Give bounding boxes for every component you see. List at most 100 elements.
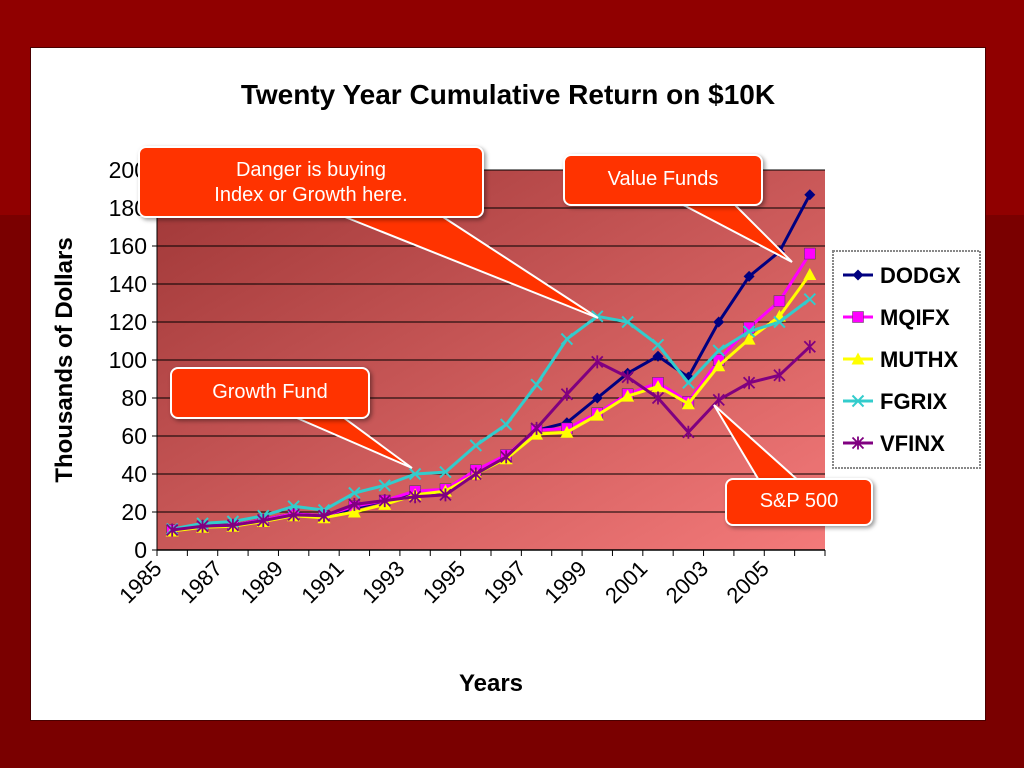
point-mqifx [804, 247, 816, 260]
legend-marker-fgrix [851, 394, 865, 408]
series-fgrix [165, 292, 817, 536]
point-dodgx [652, 350, 664, 362]
y-tick-label: 20 [121, 499, 147, 525]
legend-marker-vfinx [851, 436, 865, 450]
point-vfinx [226, 518, 240, 532]
point-dodgx [743, 270, 755, 282]
point-vfinx [742, 376, 756, 390]
callout-danger-line1: Danger is buying [235, 159, 387, 181]
callout-growth-fund: Growth Fund [170, 367, 370, 419]
point-fgrix [803, 292, 817, 306]
point-vfinx [348, 497, 361, 511]
point-vfinx [712, 393, 725, 407]
y-tick-label: 0 [134, 537, 147, 563]
point-muthx [712, 359, 726, 372]
legend: DODGX MQIFX MUTHX FGRIX VFINX [832, 250, 981, 469]
point-fgrix [682, 376, 695, 390]
point-muthx [621, 389, 635, 402]
x-tick-label: 1997 [479, 556, 531, 608]
point-vfinx [469, 467, 482, 481]
point-dodgx [713, 316, 725, 328]
series-vfinx [166, 340, 816, 537]
x-tick-label: 1991 [296, 556, 348, 608]
point-fgrix [560, 332, 574, 346]
y-tick-label: 80 [121, 385, 147, 411]
legend-label-dodgx: DODGX [880, 263, 961, 288]
background-band-left [0, 215, 30, 768]
x-axis-label: Years [459, 670, 523, 697]
legend-label-fgrix: FGRIX [880, 389, 948, 414]
point-fgrix [348, 486, 361, 500]
point-dodgx [591, 392, 603, 404]
point-fgrix [469, 439, 483, 452]
point-fgrix [742, 325, 756, 338]
x-axis: 1985 1987 1989 1991 1993 1995 1997 1999 2001 2003… [114, 549, 826, 608]
y-axis-label: Thousands of Dollars [51, 237, 78, 482]
legend-label-muthx: MUTHX [880, 347, 959, 372]
x-tick-label: 1999 [539, 556, 591, 608]
legend-marker-muthx [851, 352, 865, 365]
point-vfinx [560, 387, 574, 401]
callout-value-funds-label: Value Funds [607, 168, 719, 190]
series-group [165, 189, 817, 537]
point-vfinx [378, 494, 391, 508]
legend-marker-mqifx [852, 311, 864, 323]
point-muthx [803, 268, 817, 280]
legend-label-mqifx: MQIFX [880, 305, 950, 330]
y-tick-label: 60 [121, 423, 147, 449]
x-tick-label: 1989 [236, 556, 288, 608]
callout-danger-line2: Index or Growth here. [214, 184, 408, 206]
point-muthx [560, 425, 574, 438]
series-line-vfinx [171, 345, 811, 532]
series-line-fgrix [171, 298, 811, 531]
y-tick-label: 100 [109, 347, 147, 373]
point-vfinx [166, 523, 179, 537]
point-fgrix [621, 315, 634, 329]
point-vfinx [530, 421, 543, 435]
y-tick-label: 40 [121, 461, 147, 487]
point-muthx [347, 505, 361, 518]
callout-sp500-label: S&P 500 [759, 490, 839, 512]
x-tick-label: 1993 [357, 556, 409, 608]
point-fgrix [499, 418, 513, 431]
x-tick-label: 1995 [418, 556, 470, 608]
point-vfinx [773, 368, 786, 382]
callout-growth-fund-label: Growth Fund [212, 381, 328, 403]
point-vfinx [682, 425, 695, 439]
point-fgrix [773, 315, 786, 329]
point-fgrix [530, 378, 543, 391]
point-vfinx [500, 450, 513, 464]
legend-label-vfinx: VFINX [880, 431, 945, 456]
x-tick-label: 1987 [175, 556, 227, 608]
point-vfinx [408, 490, 422, 504]
callout-danger: Danger is buying Index or Growth here. [138, 146, 484, 218]
point-fgrix [408, 467, 422, 481]
x-tick-label: 2003 [661, 556, 713, 608]
y-tick-label: 160 [109, 233, 147, 259]
y-tick-label: 140 [109, 271, 147, 297]
point-muthx [590, 408, 604, 421]
point-fgrix [591, 310, 604, 323]
point-muthx [742, 332, 756, 345]
x-tick-label: 1985 [114, 556, 166, 608]
point-vfinx [287, 508, 300, 522]
x-tick-label: 2005 [722, 556, 774, 608]
callout-pointers [289, 197, 803, 483]
point-vfinx [257, 514, 270, 528]
legend-marker-dodgx [852, 269, 864, 281]
point-muthx [681, 397, 695, 410]
point-dodgx [804, 189, 816, 201]
point-vfinx [317, 509, 331, 523]
point-fgrix [378, 479, 391, 492]
point-fgrix [439, 465, 452, 479]
x-tick-label: 2001 [600, 556, 652, 608]
point-vfinx [803, 340, 816, 354]
point-muthx [651, 380, 665, 393]
point-vfinx [621, 370, 634, 384]
point-mqifx [773, 295, 786, 307]
y-tick-label: 120 [109, 309, 147, 335]
point-vfinx [196, 519, 209, 533]
point-vfinx [591, 355, 604, 369]
callout-sp500: S&P 500 [725, 478, 873, 526]
